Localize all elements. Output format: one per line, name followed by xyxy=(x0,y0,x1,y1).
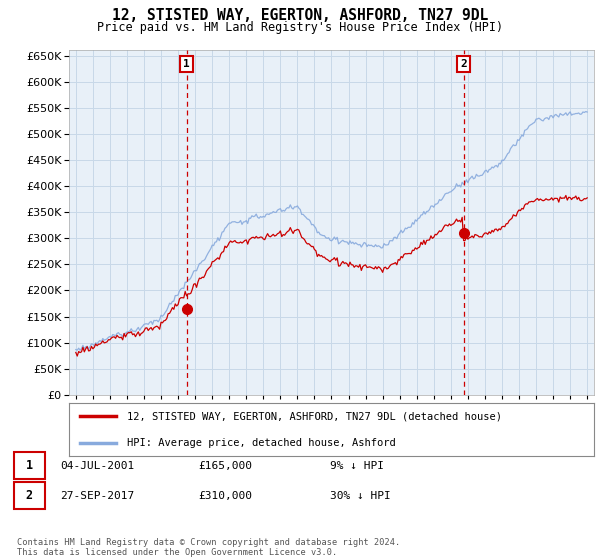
Text: 2: 2 xyxy=(26,489,33,502)
Text: 1: 1 xyxy=(26,459,33,473)
Text: 04-JUL-2001: 04-JUL-2001 xyxy=(60,461,134,471)
Text: 27-SEP-2017: 27-SEP-2017 xyxy=(60,491,134,501)
Text: 12, STISTED WAY, EGERTON, ASHFORD, TN27 9DL (detached house): 12, STISTED WAY, EGERTON, ASHFORD, TN27 … xyxy=(127,412,502,422)
Text: 12, STISTED WAY, EGERTON, ASHFORD, TN27 9DL: 12, STISTED WAY, EGERTON, ASHFORD, TN27 … xyxy=(112,8,488,24)
Text: Price paid vs. HM Land Registry's House Price Index (HPI): Price paid vs. HM Land Registry's House … xyxy=(97,21,503,34)
Text: 9% ↓ HPI: 9% ↓ HPI xyxy=(330,461,384,471)
Text: HPI: Average price, detached house, Ashford: HPI: Average price, detached house, Ashf… xyxy=(127,438,395,448)
Text: £310,000: £310,000 xyxy=(198,491,252,501)
Text: Contains HM Land Registry data © Crown copyright and database right 2024.
This d: Contains HM Land Registry data © Crown c… xyxy=(17,538,400,557)
Text: £165,000: £165,000 xyxy=(198,461,252,471)
Text: 30% ↓ HPI: 30% ↓ HPI xyxy=(330,491,391,501)
Text: 1: 1 xyxy=(183,59,190,69)
Text: 2: 2 xyxy=(460,59,467,69)
